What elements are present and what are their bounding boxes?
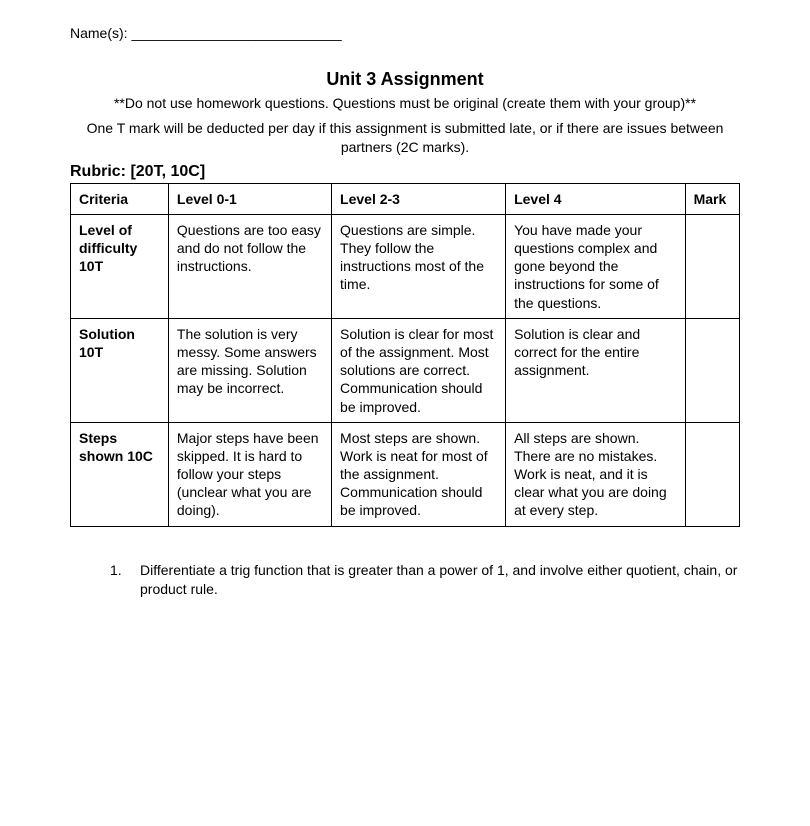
rubric-heading: Rubric: [20T, 10C] xyxy=(70,163,740,181)
table-row: Level of difficulty 10T Questions are to… xyxy=(71,214,740,318)
col-header-level-0-1: Level 0-1 xyxy=(168,183,331,214)
col-header-level-2-3: Level 2-3 xyxy=(332,183,506,214)
instruction-note-2: One T mark will be deducted per day if t… xyxy=(70,119,740,157)
question-list: 1. Differentiate a trig function that is… xyxy=(70,561,740,600)
question-number: 1. xyxy=(110,561,126,600)
cell-level-2-3: Questions are simple. They follow the in… xyxy=(332,214,506,318)
cell-mark xyxy=(685,318,739,422)
col-header-criteria: Criteria xyxy=(71,183,169,214)
cell-level-2-3: Solution is clear for most of the assign… xyxy=(332,318,506,422)
cell-level-4: You have made your questions complex and… xyxy=(506,214,685,318)
col-header-mark: Mark xyxy=(685,183,739,214)
cell-mark xyxy=(685,214,739,318)
question-text: Differentiate a trig function that is gr… xyxy=(140,561,740,600)
cell-criteria: Steps shown 10C xyxy=(71,422,169,526)
table-row: Solution 10T The solution is very messy.… xyxy=(71,318,740,422)
rubric-table: Criteria Level 0-1 Level 2-3 Level 4 Mar… xyxy=(70,183,740,527)
col-header-level-4: Level 4 xyxy=(506,183,685,214)
table-row: Steps shown 10C Major steps have been sk… xyxy=(71,422,740,526)
names-field: Name(s): ___________________________ xyxy=(70,25,740,41)
cell-level-4: All steps are shown. There are no mistak… xyxy=(506,422,685,526)
cell-criteria: Solution 10T xyxy=(71,318,169,422)
cell-level-0-1: The solution is very messy. Some answers… xyxy=(168,318,331,422)
cell-level-4: Solution is clear and correct for the en… xyxy=(506,318,685,422)
cell-criteria: Level of difficulty 10T xyxy=(71,214,169,318)
cell-level-0-1: Major steps have been skipped. It is har… xyxy=(168,422,331,526)
cell-level-0-1: Questions are too easy and do not follow… xyxy=(168,214,331,318)
question-item: 1. Differentiate a trig function that is… xyxy=(110,561,740,600)
instruction-note-1: **Do not use homework questions. Questio… xyxy=(70,94,740,113)
page-title: Unit 3 Assignment xyxy=(70,69,740,90)
cell-level-2-3: Most steps are shown. Work is neat for m… xyxy=(332,422,506,526)
table-header-row: Criteria Level 0-1 Level 2-3 Level 4 Mar… xyxy=(71,183,740,214)
cell-mark xyxy=(685,422,739,526)
